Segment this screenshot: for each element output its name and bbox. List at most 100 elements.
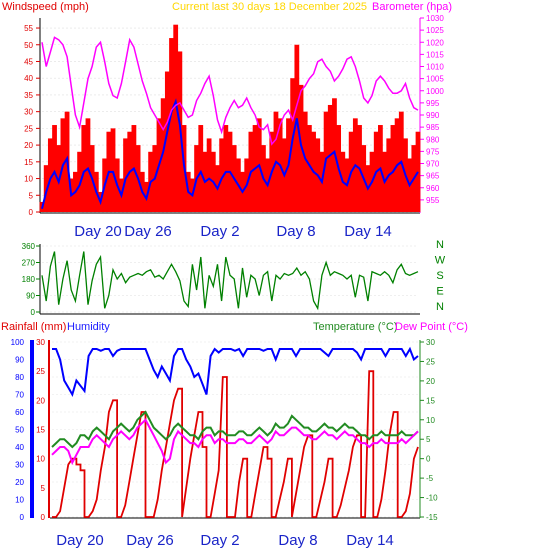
windspeed-bar (290, 78, 296, 212)
humidity-tick-label: 0 (20, 513, 25, 522)
barometer-tick-labels: 955 960 965 970 975 980 985 990 995 1000 1005 1010 1… (420, 14, 444, 205)
windspeed-bar (306, 125, 312, 212)
dewpoint-line (51, 418, 419, 466)
temperature-tick-label: 5 (426, 435, 431, 444)
top-day-labels: Day 20 Day 26 Day 2 Day 8 Day 14 (74, 223, 392, 240)
humidity-tick-label: 20 (15, 478, 24, 487)
barometer-tick-label: 955 (426, 196, 440, 205)
windspeed-bar (110, 128, 116, 212)
humidity-tick-label: 10 (15, 496, 24, 505)
rainfall-tick-label: 15 (36, 426, 45, 435)
windspeed-tick-label: 35 (24, 91, 33, 100)
direction-tick-labels: 0 90 180 270 360 (22, 242, 40, 317)
direction-panel: 0 90 180 270 360 (22, 242, 420, 317)
chart-title: Current last 30 days 18 December 2025 (172, 1, 367, 13)
rainfall-tick-label: 30 (36, 338, 45, 347)
humidity-tick-label: 70 (15, 391, 24, 400)
barometer-tick-label: 1010 (426, 63, 444, 72)
direction-letter: N (436, 301, 444, 313)
bottom-day-labels: Day 20 Day 26 Day 2 Day 8 Day 14 (56, 532, 394, 549)
humidity-tick-label: 30 (15, 461, 24, 470)
temperature-tick-label: -15 (426, 513, 438, 522)
rainfall-tick-label: 25 (36, 367, 45, 376)
humidity-tick-label: 60 (15, 408, 24, 417)
windspeed-bar (327, 104, 333, 212)
barometer-tick-label: 1000 (426, 87, 444, 96)
direction-tick-label: 270 (22, 259, 36, 268)
barometer-tick-label: 990 (426, 111, 440, 120)
direction-tick-label: 180 (22, 275, 36, 284)
humidity-line (52, 346, 419, 398)
day-label: Day 20 (74, 223, 122, 240)
windspeed-bar (47, 138, 53, 212)
temperature-tick-label: 30 (426, 338, 435, 347)
barometer-tick-label: 985 (426, 123, 440, 132)
windspeed-series (39, 24, 421, 213)
direction-letter: E (436, 286, 443, 298)
windspeed-tick-labels: 0 5 10 15 20 25 30 35 40 45 50 55 (24, 24, 40, 217)
humidity-tick-label: 50 (15, 426, 24, 435)
temperature-tick-label: -5 (426, 474, 434, 483)
windspeed-bar (43, 165, 49, 212)
direction-letter: N (436, 239, 444, 251)
day-label: Day 2 (200, 532, 239, 549)
temperature-tick-label: -10 (426, 494, 438, 503)
barometer-axis-title: Barometer (hpa) (372, 1, 452, 13)
barometer-tick-label: 1005 (426, 75, 444, 84)
windspeed-bar (169, 38, 174, 212)
day-label: Day 20 (56, 532, 104, 549)
rainfall-tick-label: 10 (36, 455, 45, 464)
windspeed-axis-title: Windspeed (mph) (2, 1, 89, 13)
windspeed-tick-label: 40 (24, 74, 33, 83)
rainfall-tick-labels: 0 5 10 15 20 25 30 (36, 338, 45, 522)
temperature-tick-label: 15 (426, 396, 435, 405)
windspeed-bar (302, 111, 308, 212)
wind-average-line (41, 98, 419, 209)
windspeed-bar (206, 138, 212, 212)
windspeed-tick-label: 45 (24, 57, 33, 66)
rainfall-tick-label: 20 (36, 396, 45, 405)
temperature-axis-title: Temperature (°C) (313, 321, 397, 333)
direction-line (41, 251, 419, 311)
windspeed-bar (415, 131, 421, 212)
windspeed-tick-label: 10 (24, 175, 33, 184)
barometer-tick-label: 1020 (426, 38, 444, 47)
barometer-tick-label: 980 (426, 135, 440, 144)
rainfall-line (52, 370, 419, 518)
barometer-tick-label: 960 (426, 184, 440, 193)
day-label: Day 26 (124, 223, 172, 240)
windspeed-bar (390, 125, 396, 212)
climate-grid (52, 341, 418, 518)
windspeed-bar (294, 44, 300, 212)
barometer-tick-label: 995 (426, 99, 440, 108)
windspeed-tick-label: 5 (29, 191, 34, 200)
day-label: Day 14 (344, 223, 392, 240)
windspeed-bar (164, 71, 170, 212)
windspeed-tick-label: 55 (24, 24, 33, 33)
humidity-tick-label: 90 (15, 356, 24, 365)
windspeed-bar (173, 24, 179, 213)
direction-grid (42, 245, 418, 313)
humidity-tick-label: 40 (15, 443, 24, 452)
windspeed-tick-label: 50 (24, 41, 33, 50)
windspeed-bar (85, 118, 91, 212)
dewpoint-axis-title: Dew Point (°C) (395, 321, 468, 333)
windspeed-tick-label: 25 (24, 124, 33, 133)
windspeed-bar (81, 125, 87, 212)
windspeed-bar (219, 138, 225, 212)
windspeed-tick-label: 0 (29, 208, 34, 217)
windspeed-tick-label: 15 (24, 158, 33, 167)
rainfall-tick-label: 0 (41, 513, 46, 522)
barometer-tick-label: 970 (426, 160, 440, 169)
temperature-line (51, 410, 419, 449)
windspeed-tick-label: 20 (24, 141, 33, 150)
barometer-tick-label: 1030 (426, 14, 444, 23)
barometer-tick-label: 1025 (426, 26, 444, 35)
humidity-tick-label: 80 (15, 373, 24, 382)
windspeed-bar (198, 125, 204, 212)
day-label: Day 14 (346, 532, 394, 549)
windspeed-tick-label: 30 (24, 108, 33, 117)
day-label: Day 2 (200, 223, 239, 240)
